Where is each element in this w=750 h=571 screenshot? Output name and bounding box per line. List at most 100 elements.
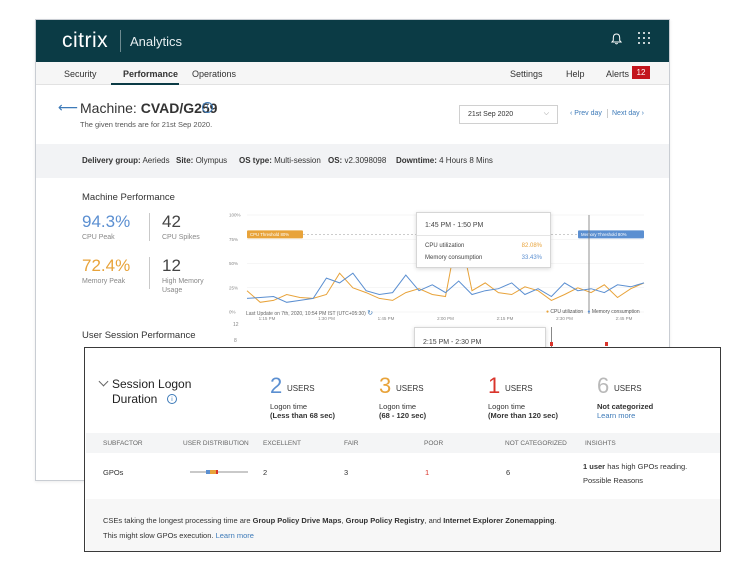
dist-excellent [206, 470, 210, 474]
cell-not-categorized: 6 [506, 468, 511, 477]
memory-threshold-label: Memory Threshold 80% [581, 232, 627, 237]
col-fair[interactable]: FAIR [344, 440, 359, 447]
tooltip-mem-label: Memory consumption [425, 255, 483, 261]
cpu-spikes-label: CPU Spikes [162, 234, 200, 241]
session-y-tick-2: 8 [234, 338, 237, 344]
cpu-memory-tooltip: 1:45 PM - 1:50 PM CPU utilization 82.08%… [416, 212, 551, 268]
machine-performance-title: Machine Performance [82, 192, 175, 203]
footer-cse: Group Policy Registry [345, 516, 425, 525]
tooltip-cpu-value: 82.08% [521, 243, 542, 249]
cell-subfactor: GPOs [103, 468, 124, 477]
help-link[interactable]: Help [566, 69, 585, 79]
panel-title-line1: Session Logon [112, 377, 192, 391]
footer-cse: Group Policy Drive Maps [252, 516, 342, 525]
back-arrow-icon[interactable]: ⟵ [58, 99, 79, 115]
x-tick-label: 2:45 PM [616, 316, 633, 321]
col-excellent[interactable]: EXCELLENT [263, 440, 301, 447]
chevron-down-icon[interactable] [98, 376, 109, 387]
date-value: 21st Sep 2020 [468, 111, 514, 118]
learn-more-link[interactable]: Learn more [215, 531, 254, 540]
high-memory-label-2: Usage [162, 287, 183, 294]
memory-peak-label: Memory Peak [82, 278, 126, 285]
footer-cse: Internet Explorer Zonemapping [443, 516, 555, 525]
possible-reasons-link[interactable]: Possible Reasons [583, 476, 644, 485]
alerts-link[interactable]: Alerts [606, 69, 630, 79]
alerts-count-badge[interactable]: 12 [632, 66, 650, 79]
high-memory-value: 12 [162, 256, 181, 275]
info-icon[interactable]: i [167, 394, 177, 404]
app-name: Analytics [130, 34, 183, 49]
info-icon[interactable]: i [202, 102, 213, 113]
cell-poor: 1 [425, 468, 430, 477]
title-prefix: Machine: [80, 100, 137, 116]
users-word: USERS [396, 384, 424, 393]
panel-title-line2: Duration [112, 392, 158, 406]
cpu-threshold-badge [247, 230, 303, 239]
group-label: Not categorized [597, 402, 654, 411]
x-tick-label: 2:15 PM [497, 316, 514, 321]
col-insights[interactable]: INSIGHTS [585, 440, 616, 447]
active-tab-indicator [111, 83, 179, 85]
users-count: 1 [488, 373, 501, 398]
y-tick-label: 50% [229, 261, 238, 266]
group-label: Logon time [270, 402, 308, 411]
bell-icon[interactable] [610, 33, 623, 48]
user-session-performance-title: User Session Performance [82, 330, 196, 341]
x-tick-label: 2:00 PM [437, 316, 454, 321]
app-grid-icon[interactable] [638, 32, 650, 44]
col-poor[interactable]: POOR [424, 440, 444, 447]
group-label: Logon time [379, 402, 417, 411]
group-range: (Less than 68 sec) [270, 411, 336, 420]
top-bar: citrix Analytics [36, 20, 669, 62]
session-cursor-line [551, 327, 552, 352]
tooltip-cpu-label: CPU utilization [425, 243, 465, 249]
memory-peak-value: 72.4% [82, 256, 131, 275]
page-title: Machine: CVAD/G259 [80, 100, 217, 116]
machine-performance-chart[interactable]: 100% 75% 50% 25% 0% 1:15 PM 1:30 PM 1:45 PM 2:00… [229, 195, 649, 325]
legend-cpu[interactable]: CPU utilization [550, 309, 584, 315]
tab-security[interactable]: Security [64, 69, 97, 79]
y-tick-label: 0% [229, 310, 236, 315]
site: Site: Olympus [176, 156, 228, 165]
col-user-distribution[interactable]: USER DISTRIBUTION [183, 440, 249, 447]
chart-legend: ● CPU utilization ● Memory consumption [546, 309, 640, 315]
users-word: USERS [287, 384, 315, 393]
tab-performance[interactable]: Performance [123, 69, 179, 79]
downtime: Downtime: 4 Hours 8 Mins [396, 156, 493, 165]
kpi-separator [149, 257, 150, 289]
col-not-categorized[interactable]: NOT CATEGORIZED [505, 440, 567, 447]
col-subfactor[interactable]: SUBFACTOR [103, 440, 143, 447]
tooltip-time: 1:45 PM - 1:50 PM [425, 222, 484, 229]
prev-day-link[interactable]: ‹ Prev day [570, 110, 602, 117]
legend-mem-icon: ● [587, 309, 591, 315]
citrix-logo[interactable]: citrix [62, 29, 109, 52]
refresh-icon[interactable]: ↻ [367, 310, 374, 317]
delivery-group: Delivery group: Aerieds [82, 156, 170, 165]
user-distribution-bar[interactable] [190, 470, 248, 474]
legend-cpu-icon: ● [546, 309, 550, 315]
session-tooltip-time: 2:15 PM - 2:30 PM [423, 339, 482, 346]
x-tick-label: 1:15 PM [259, 316, 276, 321]
cell-excellent: 2 [263, 468, 268, 477]
tab-operations[interactable]: Operations [192, 69, 237, 79]
dist-fair [210, 470, 216, 474]
x-tick-label: 1:45 PM [378, 316, 395, 321]
machine-name: CVAD/G259 [140, 100, 218, 116]
next-day-link[interactable]: Next day › [612, 110, 644, 117]
legend-mem[interactable]: Memory consumption [591, 309, 640, 315]
footer-text: , and [424, 516, 442, 525]
cell-insight: 1 user has high GPOs reading. [583, 462, 687, 471]
page-subtitle: The given trends are for 21st Sep 2020. [80, 120, 213, 129]
users-count: 6 [597, 373, 610, 398]
group-range: (More than 120 sec) [488, 411, 559, 420]
panel-title[interactable]: Session Logon Duration [112, 377, 191, 407]
settings-link[interactable]: Settings [510, 69, 543, 79]
group-label: Logon time [488, 402, 526, 411]
learn-more-link[interactable]: Learn more [597, 411, 636, 420]
os-type: OS type: Multi-session [239, 156, 321, 165]
nav-bar: Security Performance Operations Settings… [36, 62, 669, 85]
date-select[interactable]: 21st Sep 2020 ⌵ [459, 105, 558, 124]
tooltip-mem-value: 33.43% [521, 255, 542, 261]
table-header: SUBFACTOR USER DISTRIBUTION EXCELLENT FA… [86, 433, 720, 453]
last-update: Last Update on 7th, 2020, 10:54 PM IST (… [246, 311, 366, 317]
